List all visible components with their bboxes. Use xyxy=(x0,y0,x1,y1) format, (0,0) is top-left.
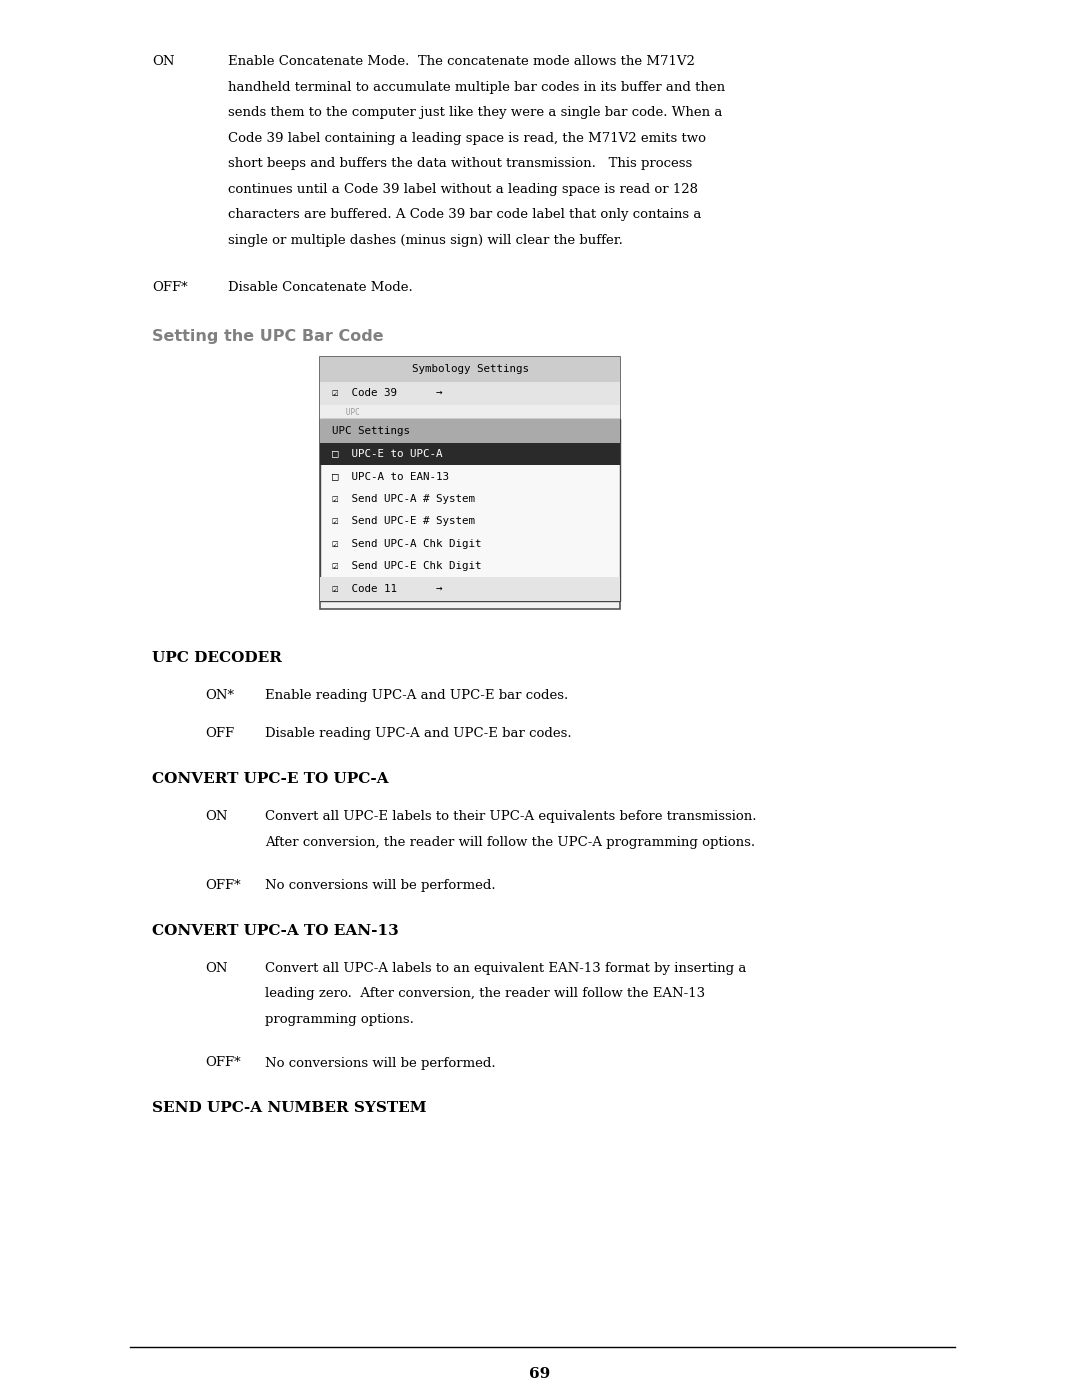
Text: OFF: OFF xyxy=(205,726,234,740)
Text: ON: ON xyxy=(152,54,175,68)
Text: No conversions will be performed.: No conversions will be performed. xyxy=(265,1056,496,1070)
Text: continues until a Code 39 label without a leading space is read or 128: continues until a Code 39 label without … xyxy=(228,183,698,196)
Text: Setting the UPC Bar Code: Setting the UPC Bar Code xyxy=(152,330,383,344)
Text: No conversions will be performed.: No conversions will be performed. xyxy=(265,879,496,893)
Text: OFF*: OFF* xyxy=(205,879,241,893)
Text: UPC Settings: UPC Settings xyxy=(332,426,410,436)
Text: Disable reading UPC-A and UPC-E bar codes.: Disable reading UPC-A and UPC-E bar code… xyxy=(265,726,571,740)
Text: ☑  Send UPC-A # System: ☑ Send UPC-A # System xyxy=(332,493,475,504)
Bar xyxy=(320,358,620,381)
Text: UPC: UPC xyxy=(332,408,360,416)
Text: 69: 69 xyxy=(529,1368,551,1382)
Text: ON: ON xyxy=(205,963,228,975)
Text: leading zero.  After conversion, the reader will follow the EAN-13: leading zero. After conversion, the read… xyxy=(265,988,705,1000)
Bar xyxy=(320,381,620,405)
Text: After conversion, the reader will follow the UPC-A programming options.: After conversion, the reader will follow… xyxy=(265,835,755,848)
Text: SEND UPC-A NUMBER SYSTEM: SEND UPC-A NUMBER SYSTEM xyxy=(152,1101,427,1115)
Text: ☑  Code 39      →: ☑ Code 39 → xyxy=(332,388,443,398)
Bar xyxy=(320,358,620,609)
Text: single or multiple dashes (minus sign) will clear the buffer.: single or multiple dashes (minus sign) w… xyxy=(228,233,623,246)
Text: ☑  Send UPC-E Chk Digit: ☑ Send UPC-E Chk Digit xyxy=(332,562,482,571)
Text: Code 39 label containing a leading space is read, the M71V2 emits two: Code 39 label containing a leading space… xyxy=(228,131,706,144)
Text: Convert all UPC-A labels to an equivalent EAN-13 format by inserting a: Convert all UPC-A labels to an equivalen… xyxy=(265,963,746,975)
Text: □  UPC-E to UPC-A: □ UPC-E to UPC-A xyxy=(332,448,443,458)
Text: Enable Concatenate Mode.  The concatenate mode allows the M71V2: Enable Concatenate Mode. The concatenate… xyxy=(228,54,694,68)
Text: OFF*: OFF* xyxy=(152,281,188,293)
Text: characters are buffered. A Code 39 bar code label that only contains a: characters are buffered. A Code 39 bar c… xyxy=(228,208,701,221)
Text: Convert all UPC-E labels to their UPC-A equivalents before transmission.: Convert all UPC-E labels to their UPC-A … xyxy=(265,810,756,823)
Bar xyxy=(320,405,620,419)
Bar xyxy=(320,577,620,601)
Text: sends them to the computer just like they were a single bar code. When a: sends them to the computer just like the… xyxy=(228,106,723,119)
Text: UPC DECODER: UPC DECODER xyxy=(152,651,282,665)
Text: ☑  Send UPC-A Chk Digit: ☑ Send UPC-A Chk Digit xyxy=(332,539,482,549)
Text: programming options.: programming options. xyxy=(265,1013,414,1025)
Text: ON*: ON* xyxy=(205,689,234,703)
Text: OFF*: OFF* xyxy=(205,1056,241,1070)
Text: Enable reading UPC-A and UPC-E bar codes.: Enable reading UPC-A and UPC-E bar codes… xyxy=(265,689,568,703)
Text: ☑  Send UPC-E # System: ☑ Send UPC-E # System xyxy=(332,517,475,527)
Bar xyxy=(320,443,620,465)
Text: CONVERT UPC-A TO EAN-13: CONVERT UPC-A TO EAN-13 xyxy=(152,923,399,937)
Text: Symbology Settings: Symbology Settings xyxy=(411,365,528,374)
Text: ☑  Code 11      →: ☑ Code 11 → xyxy=(332,584,443,594)
Text: Disable Concatenate Mode.: Disable Concatenate Mode. xyxy=(228,281,413,293)
Text: ON: ON xyxy=(205,810,228,823)
Bar xyxy=(320,419,620,601)
Text: CONVERT UPC-E TO UPC-A: CONVERT UPC-E TO UPC-A xyxy=(152,773,389,787)
Text: □  UPC-A to EAN-13: □ UPC-A to EAN-13 xyxy=(332,471,449,481)
Bar xyxy=(320,419,620,443)
Text: short beeps and buffers the data without transmission.   This process: short beeps and buffers the data without… xyxy=(228,156,692,170)
Text: handheld terminal to accumulate multiple bar codes in its buffer and then: handheld terminal to accumulate multiple… xyxy=(228,81,725,94)
